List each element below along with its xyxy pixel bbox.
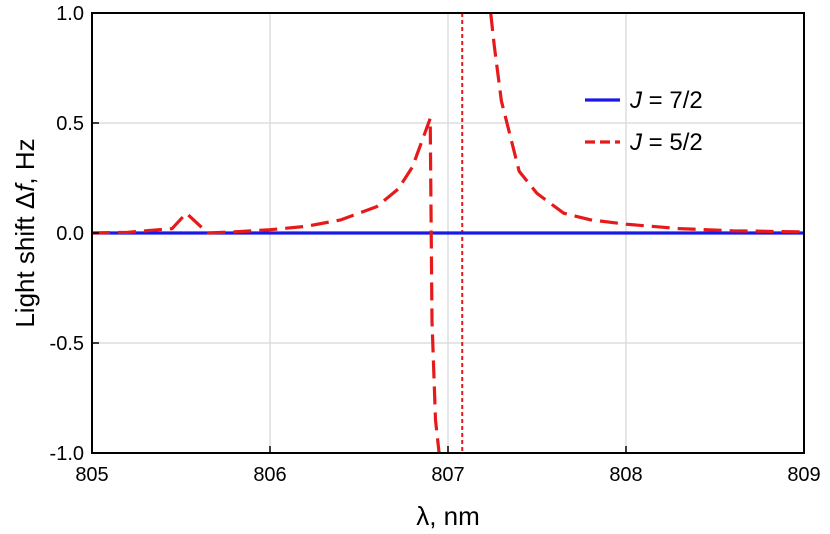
x-axis-symbol: λ bbox=[416, 501, 429, 531]
y-tick-label: 0.5 bbox=[56, 113, 84, 135]
series-layer bbox=[92, 13, 804, 453]
x-tick-label: 806 bbox=[253, 464, 286, 486]
legend-label-j52: J = 5/2 bbox=[629, 129, 703, 156]
series-line-2 bbox=[489, 13, 804, 234]
legend-label-j72-value: = 7/2 bbox=[642, 87, 703, 114]
axis-ticks: 805 806 807 808 809 -1.0 -0.5 0.0 0.5 1.0 bbox=[50, 3, 821, 486]
x-axis-title: λ, nm bbox=[416, 501, 480, 531]
y-tick-label: 1.0 bbox=[56, 3, 84, 25]
x-axis-unit: , nm bbox=[429, 501, 480, 531]
legend: J = 7/2 J = 5/2 bbox=[585, 87, 703, 156]
legend-label-j72-symbol: J bbox=[629, 87, 643, 114]
x-tick-label: 805 bbox=[75, 464, 108, 486]
x-tick-label: 808 bbox=[609, 464, 642, 486]
legend-label-j72: J = 7/2 bbox=[629, 87, 703, 114]
y-axis-unit: , Hz bbox=[10, 138, 40, 184]
x-tick-label: 809 bbox=[787, 464, 820, 486]
y-axis-symbol: f bbox=[10, 182, 40, 192]
series-line-1 bbox=[92, 116, 441, 453]
y-tick-label: -0.5 bbox=[50, 333, 84, 355]
legend-label-j52-symbol: J bbox=[629, 129, 643, 156]
y-tick-label: -1.0 bbox=[50, 443, 84, 465]
y-axis-prefix: Light shift Δ bbox=[10, 192, 40, 328]
y-tick-label: 0.0 bbox=[56, 223, 84, 245]
x-tick-label: 807 bbox=[431, 464, 464, 486]
legend-label-j52-value: = 5/2 bbox=[642, 129, 703, 156]
y-axis-title: Light shift Δf, Hz bbox=[10, 138, 40, 327]
